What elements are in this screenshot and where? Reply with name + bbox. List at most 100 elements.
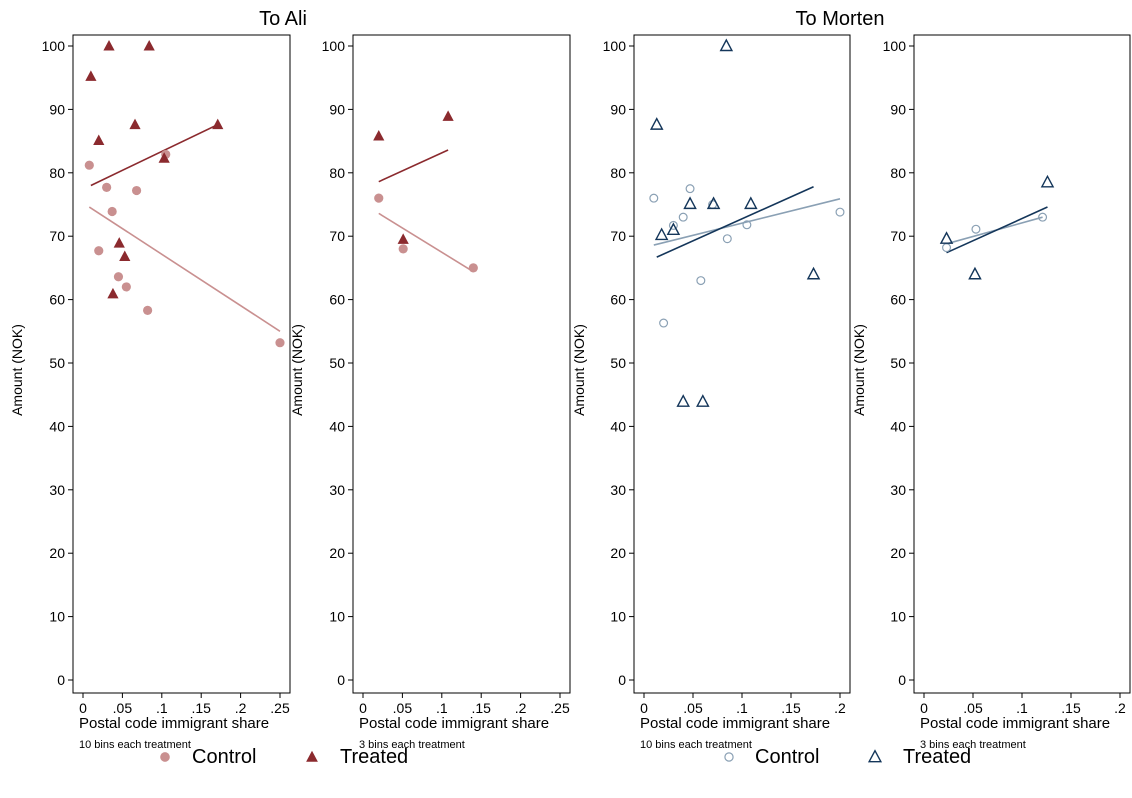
legend-morten-control-label: Control	[755, 746, 819, 768]
legend-morten: Control Treated	[724, 746, 971, 768]
y-tick-label: 30	[329, 482, 345, 498]
y-tick-label: 20	[610, 545, 626, 561]
x-axis-label: Postal code immigrant share	[79, 715, 269, 732]
data-point-control	[113, 272, 124, 282]
data-point-control	[696, 276, 706, 286]
x-tick-label: .15	[191, 700, 211, 716]
x-tick-label: .2	[834, 700, 846, 716]
y-axis-label: Amount (NOK)	[571, 324, 587, 416]
y-axis-label: Amount (NOK)	[289, 324, 305, 416]
legend-morten-control-marker	[724, 752, 734, 762]
y-tick-label: 40	[49, 418, 65, 434]
y-tick-label: 10	[610, 609, 626, 625]
x-tick-label: .2	[235, 700, 247, 716]
y-tick-label: 60	[49, 292, 65, 308]
y-axis-label: Amount (NOK)	[851, 324, 867, 416]
data-point-control	[121, 282, 131, 292]
data-point-control	[835, 207, 845, 217]
y-tick-label: 40	[610, 418, 626, 434]
y-tick-label: 90	[890, 101, 906, 117]
data-point-treated	[666, 222, 681, 236]
x-tick-label: .05	[113, 700, 133, 716]
data-point-treated	[442, 110, 454, 121]
x-tick-label: .05	[683, 700, 703, 716]
panels: 01020304050607080901000.05.1.15.2.25Post…	[9, 34, 1131, 751]
y-tick-label: 90	[610, 101, 626, 117]
x-tick-label: .1	[736, 700, 748, 716]
y-tick-label: 40	[329, 418, 345, 434]
group-title-ali: To Ali	[259, 8, 307, 30]
x-tick-label: 0	[359, 700, 367, 716]
x-tick-label: .25	[550, 700, 570, 716]
data-point-treated	[806, 266, 821, 280]
y-tick-label: 100	[603, 38, 627, 54]
y-tick-label: 60	[890, 292, 906, 308]
y-tick-label: 50	[890, 355, 906, 371]
data-point-treated	[683, 196, 697, 210]
y-tick-label: 30	[49, 482, 65, 498]
x-tick-label: 0	[920, 700, 928, 716]
legend-marker-shape	[160, 752, 170, 762]
data-point-treated	[719, 38, 734, 52]
x-axis-label: Postal code immigrant share	[359, 715, 549, 732]
data-point-control	[678, 212, 688, 222]
x-tick-label: .2	[515, 700, 527, 716]
y-tick-label: 70	[49, 228, 65, 244]
y-tick-label: 30	[610, 482, 626, 498]
data-point-control	[468, 263, 478, 273]
x-tick-label: 0	[79, 700, 87, 716]
data-point-treated	[696, 394, 710, 407]
y-tick-label: 50	[610, 355, 626, 371]
legend-morten-treated-marker	[867, 749, 883, 763]
note-label: 10 bins each treatment	[79, 739, 191, 751]
y-tick-label: 20	[329, 545, 345, 561]
chart-panel-3: 0 10 20 30 40 50 60 70 80 90 100 0 .05 .1 .15 .2Postal …	[571, 34, 851, 751]
legend-morten-treated-label: Treated	[903, 746, 971, 768]
data-point-treated	[676, 394, 690, 407]
data-point-treated	[968, 266, 982, 280]
y-tick-label: 70	[890, 228, 906, 244]
legend-ali-treated-label: Treated	[340, 746, 408, 768]
legend-ali-control-label: Control	[192, 746, 256, 768]
y-tick-label: 70	[610, 228, 626, 244]
plot-frame	[633, 34, 851, 694]
data-point-control	[102, 182, 112, 192]
y-tick-label: 60	[610, 292, 626, 308]
y-tick-label: 10	[890, 609, 906, 625]
y-tick-label: 20	[49, 545, 65, 561]
y-tick-label: 80	[610, 165, 626, 181]
data-point-control	[131, 185, 142, 196]
data-point-control	[275, 338, 285, 348]
y-tick-label: 100	[42, 38, 66, 54]
data-point-control	[398, 244, 408, 254]
data-point-treated	[113, 237, 125, 248]
data-point-control	[1038, 212, 1048, 222]
x-tick-label: .05	[963, 700, 983, 716]
x-tick-label: .1	[1016, 700, 1028, 716]
data-point-treated	[93, 134, 105, 145]
legend-marker-shape	[306, 750, 318, 762]
x-axis-label: Postal code immigrant share	[640, 715, 830, 732]
x-tick-label: 0	[640, 700, 648, 716]
fit-line-control	[378, 212, 474, 273]
x-tick-label: .25	[270, 700, 290, 716]
y-axis-label: Amount (NOK)	[9, 324, 25, 416]
x-tick-label: .05	[393, 700, 413, 716]
data-point-treated	[939, 231, 954, 244]
y-tick-label: 50	[329, 355, 345, 371]
y-tick-label: 0	[898, 672, 906, 688]
x-tick-label: .1	[156, 700, 168, 716]
data-point-treated	[129, 118, 141, 130]
data-point-treated	[1040, 174, 1055, 188]
x-axis-label: Postal code immigrant share	[920, 715, 1110, 732]
x-tick-label: .1	[436, 700, 448, 716]
x-tick-label: .2	[1114, 700, 1126, 716]
chart-panel-2: 0 10 20 30 40 50 60 70 80 90 100 0 .05 .1 .15 .2 .25Post…	[289, 34, 571, 751]
data-point-treated	[373, 130, 385, 141]
y-tick-label: 90	[329, 101, 345, 117]
data-point-treated	[107, 287, 119, 299]
plot-frame	[913, 34, 1131, 694]
data-point-treated	[397, 233, 409, 244]
data-point-treated	[85, 70, 97, 81]
